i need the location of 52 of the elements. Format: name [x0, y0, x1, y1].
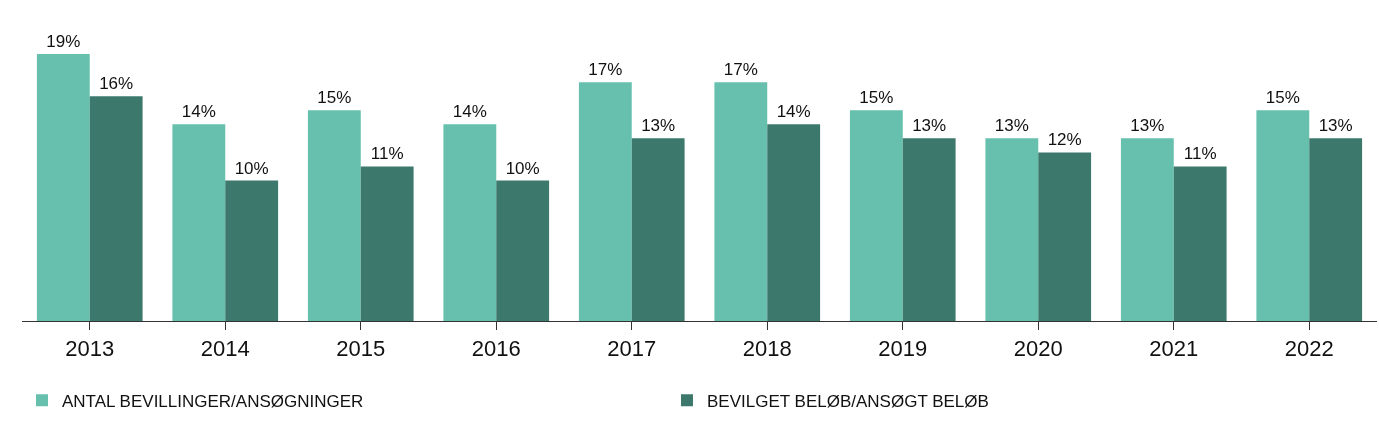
x-tick-label: 2014 — [200, 336, 250, 362]
x-tick-label: 2022 — [1284, 336, 1334, 362]
bar — [1120, 138, 1174, 321]
data-label: 10% — [505, 158, 540, 178]
x-tick-label: 2021 — [1149, 336, 1199, 362]
data-label: 11% — [1183, 144, 1217, 164]
bar — [631, 138, 685, 321]
data-label: 13% — [994, 116, 1029, 136]
data-label: 15% — [317, 88, 352, 108]
data-label: 17% — [588, 60, 623, 80]
legend-label: BEVILGET BELØB/ANSØGT BELØB — [707, 392, 989, 411]
data-label: 13% — [1130, 116, 1165, 136]
data-label: 14% — [452, 102, 487, 122]
data-label: 15% — [1265, 88, 1300, 108]
x-tick-label: 2018 — [742, 336, 792, 362]
data-label: 13% — [912, 116, 947, 136]
bar — [172, 124, 226, 321]
legend-label: ANTAL BEVILLINGER/ANSØGNINGER — [62, 392, 364, 411]
bar — [1256, 110, 1310, 321]
bar — [985, 138, 1039, 321]
data-label: 14% — [776, 102, 811, 122]
data-label: 11% — [370, 144, 404, 164]
x-tick-label: 2016 — [471, 336, 521, 362]
bar — [89, 96, 143, 321]
bar — [902, 138, 956, 321]
data-label: 14% — [181, 102, 216, 122]
bar — [496, 180, 550, 321]
bar — [767, 124, 821, 321]
bar — [1309, 138, 1363, 321]
bar — [360, 166, 414, 321]
data-label: 17% — [723, 60, 758, 80]
data-label: 10% — [234, 158, 269, 178]
data-label: 15% — [859, 88, 894, 108]
x-tick-label: 2015 — [336, 336, 386, 362]
x-tick-label: 2019 — [878, 336, 928, 362]
bar — [1173, 166, 1227, 321]
bar — [307, 110, 361, 321]
bar — [36, 54, 90, 321]
data-label: 13% — [641, 116, 676, 136]
data-label: 16% — [99, 74, 134, 94]
x-tick-label: 2020 — [1013, 336, 1063, 362]
data-label: 19% — [46, 32, 81, 52]
bar — [714, 82, 768, 321]
data-label: 13% — [1318, 116, 1353, 136]
bar — [443, 124, 497, 321]
bar — [225, 180, 279, 321]
x-tick-label: 2017 — [607, 336, 657, 362]
x-tick-label: 2013 — [65, 336, 115, 362]
bar — [849, 110, 903, 321]
bar — [578, 82, 632, 321]
bar — [1038, 152, 1092, 321]
data-label: 12% — [1047, 130, 1082, 150]
